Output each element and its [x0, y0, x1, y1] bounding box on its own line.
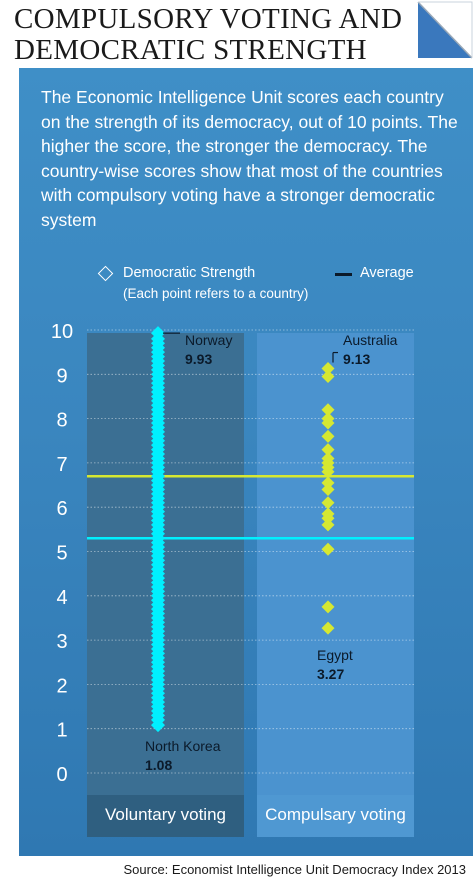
chart-title: COMPULSORY VOTING AND DEMOCRATIC STRENGT…: [14, 4, 414, 66]
y-tick-label: 5: [56, 543, 67, 565]
legend-points-sub: (Each point refers to a country): [123, 286, 309, 301]
data-point: [321, 362, 335, 376]
data-point: [321, 429, 335, 443]
data-point: [321, 416, 335, 430]
annotation-label: Australia: [343, 332, 398, 348]
y-tick-label: 6: [56, 498, 67, 520]
column-compulsory-bg: [257, 333, 414, 795]
data-point: [321, 542, 335, 556]
annotation-value: 1.08: [145, 757, 172, 773]
data-point: [321, 496, 335, 510]
data-point: [321, 370, 335, 384]
x-category-label: Compulsary voting: [265, 805, 406, 824]
data-point: [321, 476, 335, 490]
data-point: [321, 518, 335, 532]
chart-description: The Economic Intelligence Unit scores ea…: [41, 87, 458, 230]
data-point: [321, 600, 335, 614]
data-point: [321, 443, 335, 457]
y-tick-label: 9: [56, 365, 67, 387]
legend-average-line: [335, 273, 352, 276]
y-tick-label: 7: [56, 454, 67, 476]
y-tick-label: 10: [51, 321, 73, 343]
source-note: Source: Economist Intelligence Unit Demo…: [123, 862, 466, 877]
y-tick-label: 8: [56, 410, 67, 432]
data-point: [321, 621, 335, 635]
y-tick-label: 0: [56, 764, 67, 786]
annotation-label: Norway: [185, 332, 232, 348]
column-voluntary-bg: [87, 333, 244, 795]
annotation-value: 3.27: [317, 666, 344, 682]
legend-average-label: Average: [360, 265, 414, 281]
annotation-label: Egypt: [317, 647, 353, 663]
annotation-label: North Korea: [145, 738, 221, 754]
page-corner-icon: [417, 1, 473, 59]
data-point: [321, 465, 335, 479]
legend-points-label: Democratic Strength: [123, 265, 256, 281]
data-point: [321, 403, 335, 417]
category-box: [87, 795, 244, 837]
annotation-value: 9.13: [343, 351, 370, 367]
header: COMPULSORY VOTING AND DEMOCRATIC STRENGT…: [0, 0, 474, 68]
y-tick-label: 1: [56, 720, 67, 742]
data-point: [151, 718, 165, 733]
title-line-1: COMPULSORY VOTING AND: [14, 3, 403, 35]
annotation-value: 9.93: [185, 351, 212, 367]
y-tick-label: 4: [56, 587, 67, 609]
y-tick-label: 2: [56, 675, 67, 697]
y-tick-label: 3: [56, 631, 67, 653]
data-point: [321, 482, 335, 496]
data-point: [321, 511, 335, 525]
title-line-2: DEMOCRATIC STRENGTH: [14, 34, 367, 66]
category-box: [257, 795, 414, 837]
x-category-label: Voluntary voting: [105, 805, 226, 824]
